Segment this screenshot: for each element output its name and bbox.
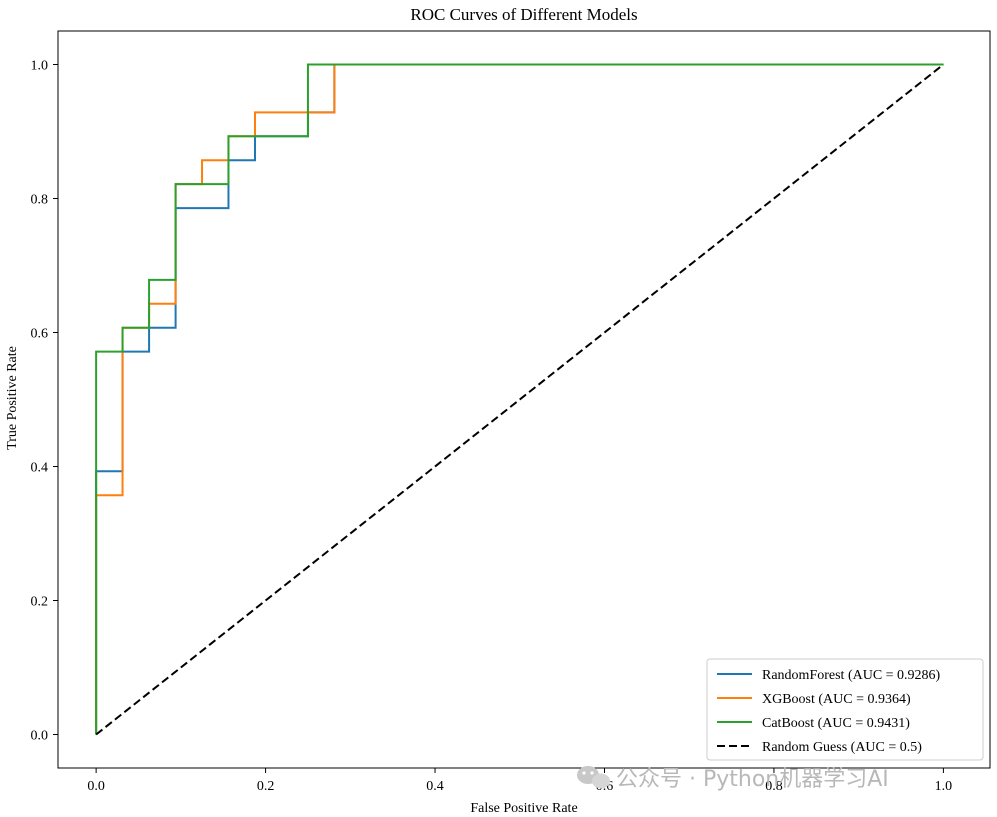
x-tick-label: 0.8 bbox=[765, 779, 783, 794]
plot-area bbox=[57, 30, 991, 769]
y-tick-label: 0.0 bbox=[31, 729, 49, 744]
y-tick-label: 0.4 bbox=[31, 461, 49, 476]
x-tick-label: 0.2 bbox=[257, 779, 275, 794]
legend-label: Random Guess (AUC = 0.5) bbox=[762, 740, 922, 755]
watermark-text: 公众号 · Python机器学习AI bbox=[616, 767, 889, 792]
watermark: 公众号 · Python机器学习AI bbox=[577, 766, 889, 792]
series-line-random-guess bbox=[95, 63, 945, 736]
x-tick-label: 0.0 bbox=[87, 779, 105, 794]
y-tick-label: 0.6 bbox=[31, 327, 49, 342]
y-tick-label: 0.2 bbox=[31, 595, 49, 610]
legend-label: RandomForest (AUC = 0.9286) bbox=[762, 668, 941, 683]
wechat-icon bbox=[577, 766, 610, 789]
legend-label: CatBoost (AUC = 0.9431) bbox=[762, 716, 910, 731]
y-tick-label: 1.0 bbox=[31, 59, 49, 74]
legend: RandomForest (AUC = 0.9286) XGBoost (AUC … bbox=[706, 658, 984, 761]
y-axis: 0.0 0.2 0.4 0.6 0.8 1.0 bbox=[31, 59, 58, 744]
x-axis-label: False Positive Rate bbox=[470, 801, 577, 816]
x-tick-label: 1.0 bbox=[935, 779, 953, 794]
y-axis-label: True Positive Rate bbox=[5, 346, 20, 450]
legend-label: XGBoost (AUC = 0.9364) bbox=[762, 692, 911, 707]
x-tick-label: 0.4 bbox=[426, 779, 444, 794]
legend-box bbox=[706, 658, 984, 761]
series-line-catboost bbox=[95, 63, 944, 735]
chart-title: ROC Curves of Different Models bbox=[410, 5, 637, 24]
y-tick-label: 0.8 bbox=[31, 193, 49, 208]
plot-frame bbox=[57, 30, 991, 769]
